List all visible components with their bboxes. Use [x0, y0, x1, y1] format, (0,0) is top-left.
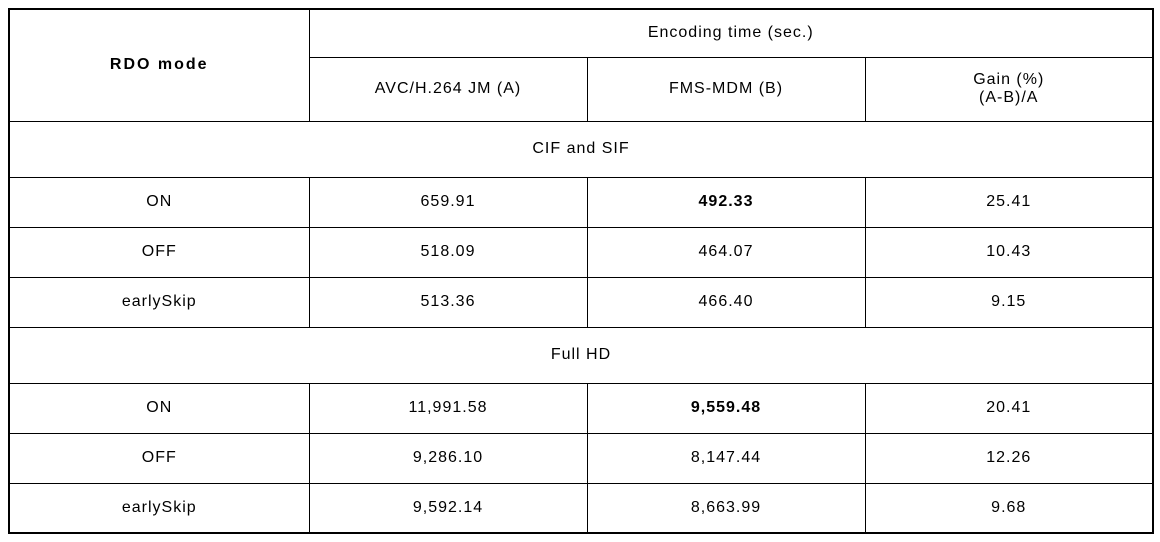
table-row: OFF 518.09 464.07 10.43: [9, 227, 1153, 277]
header-col-b: FMS-MDM (B): [587, 57, 865, 121]
header-rdo-mode: RDO mode: [9, 9, 309, 121]
cell-mode: OFF: [9, 433, 309, 483]
cell-gain: 12.26: [865, 433, 1153, 483]
cell-b: 9,559.48: [587, 383, 865, 433]
cell-a: 11,991.58: [309, 383, 587, 433]
table-row: OFF 9,286.10 8,147.44 12.26: [9, 433, 1153, 483]
cell-mode: OFF: [9, 227, 309, 277]
table-row: earlySkip 9,592.14 8,663.99 9.68: [9, 483, 1153, 533]
cell-gain: 9.15: [865, 277, 1153, 327]
cell-gain: 20.41: [865, 383, 1153, 433]
table-row: earlySkip 513.36 466.40 9.15: [9, 277, 1153, 327]
header-col-gain: Gain (%) (A-B)/A: [865, 57, 1153, 121]
cell-b: 8,663.99: [587, 483, 865, 533]
cell-b: 492.33: [587, 177, 865, 227]
cell-a: 518.09: [309, 227, 587, 277]
table-row: ON 11,991.58 9,559.48 20.41: [9, 383, 1153, 433]
cell-mode: ON: [9, 177, 309, 227]
encoding-time-table: RDO mode Encoding time (sec.) AVC/H.264 …: [8, 8, 1154, 534]
cell-b: 8,147.44: [587, 433, 865, 483]
table-row: ON 659.91 492.33 25.41: [9, 177, 1153, 227]
cell-mode: earlySkip: [9, 277, 309, 327]
section-full-hd: Full HD: [9, 327, 1153, 383]
cell-mode: earlySkip: [9, 483, 309, 533]
cell-gain: 25.41: [865, 177, 1153, 227]
section-cif-sif: CIF and SIF: [9, 121, 1153, 177]
cell-gain: 10.43: [865, 227, 1153, 277]
header-col-a: AVC/H.264 JM (A): [309, 57, 587, 121]
cell-b: 466.40: [587, 277, 865, 327]
header-col-gain-line2: (A-B)/A: [979, 89, 1038, 106]
cell-gain: 9.68: [865, 483, 1153, 533]
cell-a: 513.36: [309, 277, 587, 327]
header-encoding-time: Encoding time (sec.): [309, 9, 1153, 57]
cell-a: 9,592.14: [309, 483, 587, 533]
header-col-gain-line1: Gain (%): [973, 71, 1044, 88]
cell-b: 464.07: [587, 227, 865, 277]
cell-a: 659.91: [309, 177, 587, 227]
cell-mode: ON: [9, 383, 309, 433]
cell-a: 9,286.10: [309, 433, 587, 483]
